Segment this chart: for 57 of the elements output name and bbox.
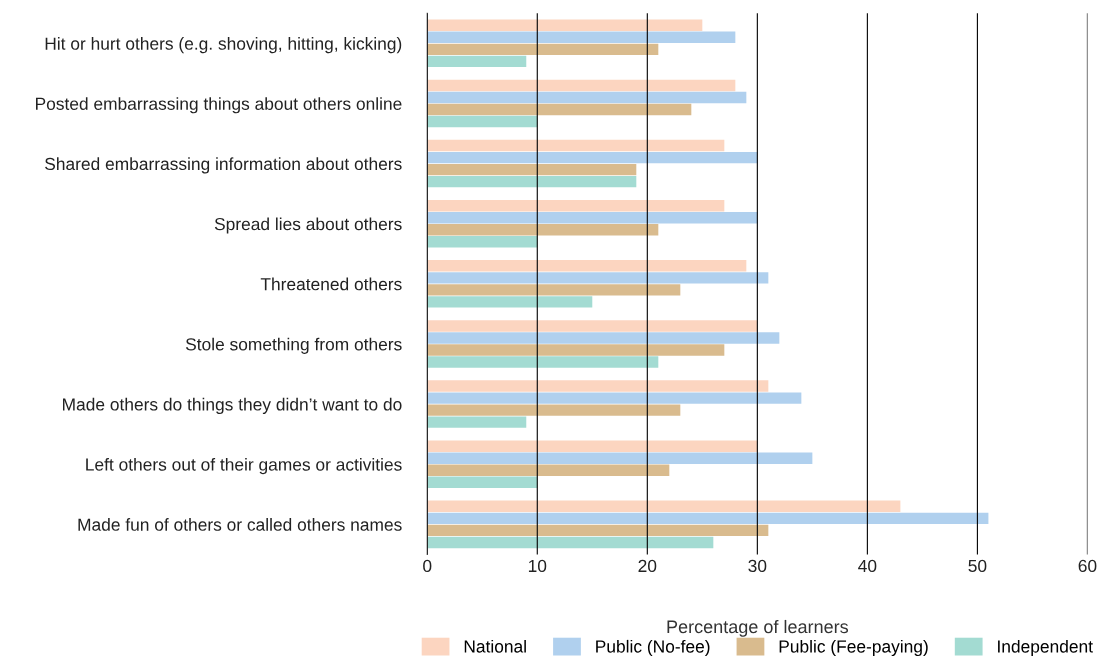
x-tick-label: 30 [748, 559, 767, 573]
bar [427, 356, 659, 368]
y-tick-label: Shared embarrassing information about others [45, 157, 402, 174]
y-tick-label: Posted embarrassing things about others online [36, 97, 402, 114]
bar [427, 344, 725, 356]
bar [427, 500, 901, 513]
bar [427, 332, 780, 344]
x-tick-label: 20 [638, 559, 657, 573]
x-tick-label: 60 [1078, 559, 1097, 573]
bar [427, 536, 714, 549]
bar [427, 272, 769, 284]
bar [427, 91, 747, 104]
bar [427, 320, 758, 332]
y-tick-label: Threatened others [260, 277, 402, 291]
bar [427, 139, 725, 152]
y-tick-label: Hit or hurt others (e.g. shoving, hitting, kicking) [45, 37, 402, 54]
bar [427, 43, 659, 56]
bar [427, 464, 670, 476]
bar [427, 392, 802, 404]
y-tick-label: Made fun of others or called others names [78, 518, 402, 531]
bar [427, 175, 637, 188]
bar [427, 103, 692, 116]
bar [427, 476, 538, 488]
x-tick-label: 50 [968, 559, 987, 573]
bar [427, 199, 725, 212]
bar [427, 224, 659, 236]
x-tick-label: 0 [423, 559, 432, 573]
bar [427, 296, 593, 308]
x-tick-label: 10 [528, 559, 547, 573]
legend-label: Public (No-fee) [596, 639, 710, 657]
bar [427, 404, 681, 416]
y-tick-label: Made others do things they didn’t want to do [63, 397, 402, 415]
x-axis-title: Percentage of learners [667, 619, 849, 637]
bar [427, 163, 637, 176]
bar [427, 55, 527, 68]
x-tick-label: 40 [858, 559, 877, 573]
bar [427, 151, 758, 164]
bar [427, 19, 703, 32]
bar [427, 452, 813, 464]
bar [427, 31, 736, 44]
bar [427, 284, 681, 296]
bar [427, 236, 538, 248]
y-tick-label: Left others out of their games or activities [86, 457, 402, 475]
legend-label: Public (Fee-paying) [779, 639, 928, 657]
bar [427, 512, 989, 525]
bar [427, 115, 538, 128]
bar [427, 440, 758, 452]
legend-label: National [464, 639, 526, 653]
bar [427, 380, 769, 392]
y-tick-label: Spread lies about others [214, 217, 402, 234]
bar [427, 416, 527, 428]
bar [427, 212, 758, 224]
y-tick-label: Stole something from others [185, 337, 402, 354]
legend-label: Independent [998, 639, 1093, 657]
bar [427, 79, 736, 92]
bar [427, 524, 769, 537]
bar [427, 260, 747, 272]
